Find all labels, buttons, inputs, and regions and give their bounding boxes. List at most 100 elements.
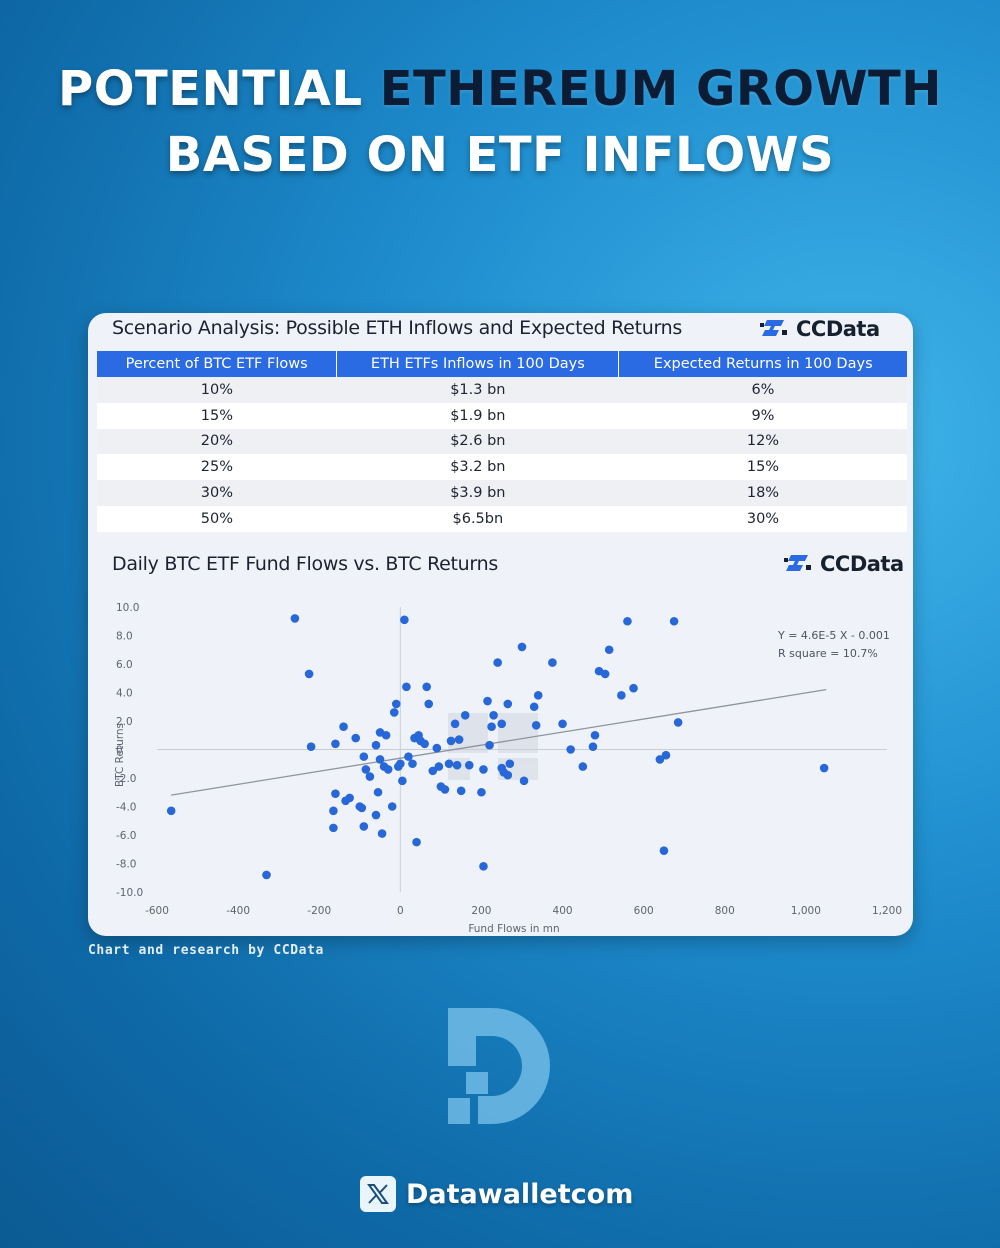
scatter-point bbox=[493, 658, 502, 667]
scatter-point bbox=[377, 829, 387, 838]
table-row: 10% $1.3 bn 6% bbox=[97, 377, 907, 403]
header-returns: Expected Returns in 100 Days bbox=[618, 351, 907, 377]
headline-highlight: ETHEREUM GROWTH bbox=[379, 61, 942, 117]
scatter-point bbox=[444, 759, 454, 769]
scatter-point bbox=[548, 658, 557, 667]
scatter-point bbox=[331, 739, 340, 749]
scatter-point bbox=[485, 740, 494, 750]
regression-equation: Y = 4.6E-5 X - 0.001 bbox=[777, 629, 890, 642]
credit-text: Chart and research by CCData bbox=[88, 943, 324, 958]
x-logo-icon bbox=[360, 1176, 396, 1212]
scatter-point bbox=[531, 720, 541, 730]
x-tick-label: -200 bbox=[307, 905, 331, 917]
scatter-point bbox=[669, 616, 679, 626]
header-inflows: ETH ETFs Inflows in 100 Days bbox=[336, 351, 620, 377]
scatter-point bbox=[588, 742, 598, 751]
scatter-point bbox=[604, 645, 614, 655]
scatter-point bbox=[503, 699, 513, 709]
y-tick-label: 10.0 bbox=[116, 602, 139, 614]
datawallet-logo-icon bbox=[448, 1008, 550, 1124]
scatter-point bbox=[464, 760, 474, 770]
scatter-point bbox=[460, 711, 470, 720]
scatter-point bbox=[454, 735, 464, 744]
scatter-point bbox=[359, 752, 369, 761]
scatter-point bbox=[365, 772, 375, 781]
scatter-point bbox=[661, 750, 671, 760]
x-tick-label: 1,200 bbox=[872, 905, 902, 917]
scatter-point bbox=[558, 719, 567, 729]
scatter-point bbox=[533, 691, 543, 700]
y-tick-label: -4.0 bbox=[116, 802, 137, 814]
headline-white: POTENTIAL bbox=[58, 61, 380, 117]
y-tick-label: 4.0 bbox=[116, 688, 133, 700]
scatter-point bbox=[371, 810, 381, 820]
social-handle[interactable]: Datawalletcom bbox=[360, 1176, 633, 1212]
y-tick-label: 6.0 bbox=[116, 659, 133, 671]
scatter-point bbox=[359, 822, 369, 831]
cell-returns: 9% bbox=[618, 402, 907, 429]
chart-title: Daily BTC ETF Fund Flows vs. BTC Returns bbox=[112, 553, 498, 575]
handle-text: Datawalletcom bbox=[406, 1178, 634, 1210]
scatter-point bbox=[304, 669, 314, 679]
cell-inflows: $3.2 bn bbox=[336, 454, 619, 481]
scatter-point bbox=[345, 793, 354, 803]
cell-inflows: $1.9 bn bbox=[336, 402, 619, 429]
scatter-point bbox=[590, 730, 600, 740]
y-tick-label: -2.0 bbox=[116, 773, 137, 785]
r-square-label: R square = 10.7% bbox=[778, 647, 878, 660]
scatter-point bbox=[398, 776, 407, 786]
scatter-point bbox=[655, 755, 665, 764]
scatter-point bbox=[306, 742, 316, 751]
scatter-point bbox=[404, 752, 413, 761]
cell-returns: 30% bbox=[618, 505, 907, 532]
x-tick-label: 1,000 bbox=[791, 905, 821, 917]
scatter-point bbox=[408, 759, 417, 769]
ccdata-logo-text: CCData bbox=[820, 552, 904, 576]
cell-percent: 25% bbox=[97, 454, 337, 481]
x-tick-label: 0 bbox=[397, 905, 404, 917]
scatter-point bbox=[361, 765, 371, 774]
table-row: 50% $6.5bn 30% bbox=[97, 505, 907, 532]
scatter-point bbox=[505, 759, 515, 769]
ccdata-logo-top: CCData bbox=[758, 317, 880, 341]
y-tick-label: 8.0 bbox=[116, 631, 133, 643]
scatter-point bbox=[503, 770, 513, 780]
scatter-point bbox=[290, 614, 300, 623]
scatter-point bbox=[389, 708, 399, 717]
scatter-point bbox=[623, 616, 632, 626]
cell-percent: 30% bbox=[97, 480, 337, 506]
scatter-point bbox=[428, 766, 438, 776]
scatter-point bbox=[420, 739, 429, 749]
scatter-point bbox=[519, 776, 529, 786]
chart-card: Scenario Analysis: Possible ETH Inflows … bbox=[88, 313, 913, 936]
x-tick-label: 800 bbox=[715, 905, 735, 917]
x-tick-label: 400 bbox=[553, 905, 573, 917]
scatter-point bbox=[483, 696, 492, 706]
scatter-point bbox=[339, 722, 348, 731]
cell-inflows: $1.3 bn bbox=[336, 377, 619, 403]
scatter-point bbox=[673, 718, 683, 727]
scatter-point bbox=[450, 719, 460, 729]
scatter-point bbox=[383, 765, 393, 774]
cell-percent: 50% bbox=[97, 505, 337, 532]
y-axis-label: BTC Returns bbox=[114, 723, 126, 787]
scatter-point bbox=[517, 642, 527, 652]
cell-returns: 6% bbox=[618, 377, 907, 403]
scatter-point bbox=[479, 862, 488, 871]
cell-percent: 20% bbox=[97, 428, 337, 455]
y-tick-label: 2.0 bbox=[116, 716, 133, 728]
scatter-point bbox=[497, 719, 507, 729]
table-row: 20% $2.6 bn 12% bbox=[97, 428, 907, 455]
cell-inflows: $2.6 bn bbox=[336, 428, 619, 455]
scatter-point bbox=[329, 806, 338, 816]
cell-inflows: $3.9 bn bbox=[336, 480, 619, 506]
trend-line bbox=[171, 689, 827, 796]
cell-returns: 18% bbox=[618, 480, 907, 506]
scatter-point bbox=[166, 806, 176, 816]
cell-returns: 15% bbox=[618, 454, 907, 481]
ccdata-logo-chart: CCData bbox=[782, 552, 904, 576]
scatter-point bbox=[487, 722, 496, 731]
scatter-point bbox=[489, 711, 498, 720]
scatter-point bbox=[479, 765, 488, 774]
scatter-point bbox=[440, 785, 450, 794]
